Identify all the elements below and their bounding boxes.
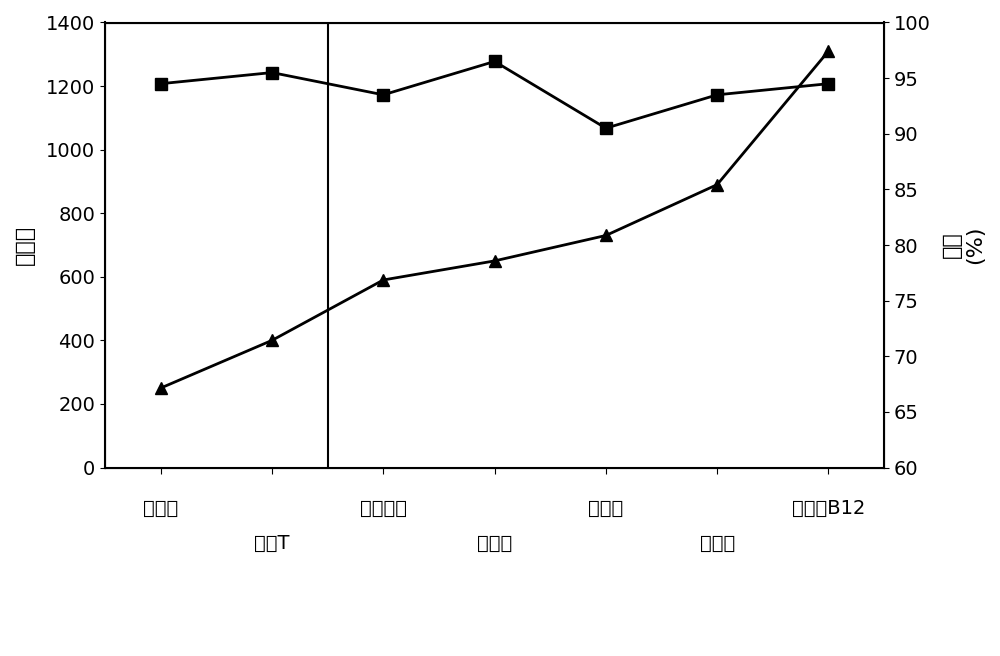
Text: 甲基橙: 甲基橙 xyxy=(143,499,178,518)
Text: 甲基蓝: 甲基蓝 xyxy=(588,499,623,518)
Text: 活性黑: 活性黑 xyxy=(700,534,735,553)
Text: 酸性品红: 酸性品红 xyxy=(360,499,407,518)
Y-axis label: 分子量: 分子量 xyxy=(15,225,35,265)
Text: 刚果红: 刚果红 xyxy=(477,534,512,553)
Text: 维生素B12: 维生素B12 xyxy=(792,499,865,518)
Y-axis label: 截率
(%): 截率 (%) xyxy=(942,226,985,264)
Text: 铬黑T: 铬黑T xyxy=(254,534,290,553)
